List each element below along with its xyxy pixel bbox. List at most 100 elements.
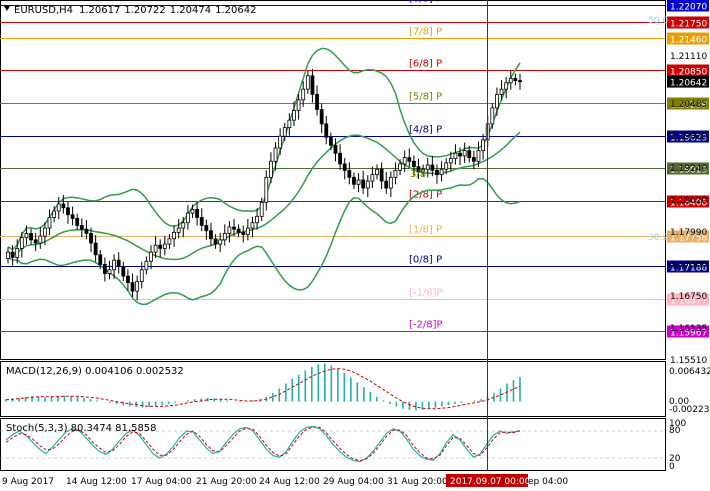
level-price-badge bbox=[667, 64, 709, 77]
level-price-badge bbox=[667, 260, 709, 273]
level-label: [8/8] P bbox=[409, 0, 442, 5]
candle-body bbox=[439, 168, 444, 176]
candle-body bbox=[518, 80, 522, 83]
band-lower bbox=[7, 177, 521, 306]
level-price-badge bbox=[667, 325, 709, 338]
candle-body bbox=[213, 238, 218, 245]
level-price-badge bbox=[667, 97, 709, 110]
x-tick-label: 14 Aug 12:00 bbox=[66, 477, 127, 487]
price-tick-label: 1.17990 bbox=[670, 228, 707, 238]
current-price-tag: 1.20642 bbox=[670, 79, 707, 89]
cursor-time-label: 2017.09.07 00:00 bbox=[450, 477, 531, 487]
candle-body bbox=[6, 251, 10, 259]
candle-body bbox=[195, 208, 200, 218]
candle-body bbox=[130, 282, 135, 292]
candle-body bbox=[513, 78, 518, 82]
level-price-tag: 1.16577 bbox=[670, 297, 707, 307]
level-price-badge bbox=[667, 230, 709, 243]
candle-body bbox=[153, 244, 158, 253]
candle-body bbox=[319, 109, 324, 125]
candle-body bbox=[453, 152, 458, 160]
candle-body bbox=[232, 226, 236, 230]
cursor-time-badge bbox=[446, 474, 528, 487]
candle-body bbox=[264, 176, 269, 203]
stoch-tick-20: 20 bbox=[669, 454, 681, 464]
candle-body bbox=[476, 150, 481, 162]
candle-body bbox=[467, 150, 472, 158]
candle-body bbox=[347, 169, 352, 178]
candle-body bbox=[107, 269, 112, 274]
level-label: [-2/8]P bbox=[409, 320, 443, 331]
candle-body bbox=[504, 82, 509, 90]
level-price-tag: 1.15967 bbox=[670, 329, 707, 339]
current-price-badge bbox=[667, 75, 709, 88]
candle-body bbox=[70, 214, 75, 219]
candle-body bbox=[209, 230, 213, 240]
candle-body bbox=[66, 207, 70, 216]
macd-title: MACD(12,26,9) 0.004106 0.002532 bbox=[6, 366, 184, 377]
level-price-badge bbox=[667, 32, 709, 45]
candle-body bbox=[315, 94, 319, 110]
candle-body bbox=[61, 203, 66, 209]
candle-body bbox=[462, 150, 467, 157]
candle-body bbox=[393, 169, 398, 178]
level-price-tag: 1.22070 bbox=[670, 3, 707, 13]
candle-body bbox=[421, 168, 426, 173]
candle-body bbox=[342, 163, 347, 171]
candle-body bbox=[352, 176, 356, 185]
price-tick-label: 1.20485 bbox=[670, 100, 707, 110]
x-axis: 9 Aug 2017 14 Aug 12:00 17 Aug 04:00 21 … bbox=[2, 474, 568, 487]
price-tick-label: 1.16750 bbox=[670, 292, 707, 302]
candle-body bbox=[167, 238, 172, 245]
candle-body bbox=[204, 225, 209, 232]
candle-body bbox=[245, 227, 250, 235]
stoch-signal-line bbox=[5, 426, 521, 462]
x-tick-label: 17 Aug 04:00 bbox=[131, 477, 192, 487]
price-tick-label: 1.21110 bbox=[670, 52, 707, 62]
candle-body bbox=[328, 136, 333, 146]
macd-tick-top: 0.006432 bbox=[669, 367, 710, 377]
candle-body bbox=[172, 231, 176, 240]
candle-body bbox=[448, 158, 453, 164]
candle-body bbox=[93, 242, 98, 256]
candle-body bbox=[324, 123, 329, 138]
symbol-label: EURUSD,H4 1.20617 1.20722 1.20474 1.20642 bbox=[14, 5, 256, 16]
x-tick-label: 31 Aug 20:00 bbox=[387, 477, 448, 487]
level-label: [4/8] P bbox=[409, 125, 442, 136]
candle-body bbox=[227, 226, 232, 234]
candle-body bbox=[430, 164, 435, 171]
candlesticks bbox=[6, 68, 522, 301]
candle-body bbox=[481, 139, 485, 152]
main-pane bbox=[0, 0, 666, 360]
candle-body bbox=[412, 160, 416, 168]
level-price-tag: 1.19019 bbox=[670, 166, 707, 176]
candle-body bbox=[222, 233, 227, 241]
candle-body bbox=[287, 119, 292, 129]
candle-body bbox=[301, 88, 306, 101]
level-price-tag: 1.18408 bbox=[670, 199, 707, 209]
candle-body bbox=[333, 144, 338, 154]
level-label: [0/8] P bbox=[409, 255, 442, 266]
macd-series bbox=[5, 363, 521, 411]
level-price-badge bbox=[667, 0, 709, 12]
candle-body bbox=[305, 75, 310, 90]
candle-body bbox=[425, 164, 430, 170]
candle-body bbox=[89, 233, 93, 244]
level-price-badge bbox=[667, 293, 709, 306]
candle-body bbox=[199, 217, 204, 226]
price-tick-label: 1.16135 bbox=[670, 324, 707, 334]
macd-tick-zero: 0.00 bbox=[669, 397, 689, 407]
price-tick-label: 1.15510 bbox=[670, 356, 707, 366]
candle-body bbox=[190, 208, 195, 214]
collapse-icon[interactable] bbox=[4, 6, 10, 11]
band-upper bbox=[7, 47, 521, 251]
level-label: [5/8] P bbox=[409, 92, 442, 103]
macd-pane bbox=[0, 361, 666, 417]
candle-body bbox=[361, 179, 366, 189]
murrey-levels: [8/8] P 1.22070 1.21750 [7/8] P 1.21460 [6/8]… bbox=[0, 0, 709, 339]
candle-body bbox=[52, 210, 57, 218]
candle-body bbox=[185, 212, 190, 224]
candle-body bbox=[407, 157, 412, 162]
x-tick-label: ep 04:00 bbox=[528, 477, 568, 487]
candle-body bbox=[282, 127, 287, 137]
